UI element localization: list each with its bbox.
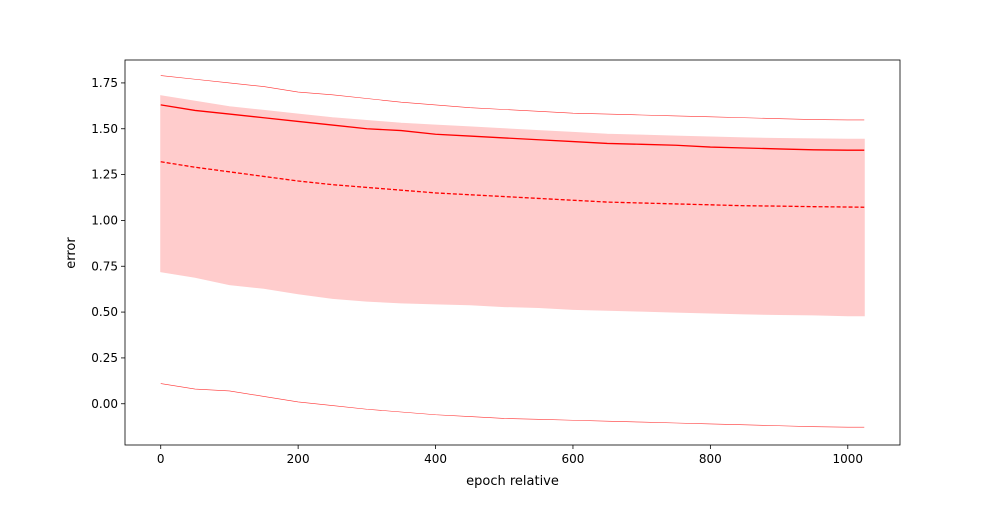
plot-area — [160, 75, 865, 428]
y-tick-label: 1.75 — [91, 76, 118, 90]
series-line-max — [160, 75, 865, 121]
x-tick-label: 1000 — [833, 452, 864, 466]
x-tick-label: 400 — [424, 452, 447, 466]
y-tick-label: 0.75 — [91, 259, 118, 273]
y-tick-label: 0.50 — [91, 305, 118, 319]
x-tick-label: 0 — [157, 452, 165, 466]
y-tick-label: 0.00 — [91, 397, 118, 411]
std-band — [160, 95, 865, 317]
y-axis-label: error — [64, 237, 79, 269]
series-line-mean — [160, 104, 865, 151]
plot-frame — [124, 59, 901, 446]
series-line-median — [160, 161, 865, 208]
y-tick-label: 1.25 — [91, 168, 118, 182]
y-tick-label: 0.25 — [91, 351, 118, 365]
axes: 0 200 400 600 800 1000 0.00 0.25 0.50 0.75 1.00 1.2… — [91, 59, 901, 466]
x-tick-label: 800 — [699, 452, 722, 466]
x-axis-label: epoch relative — [466, 474, 559, 489]
series-line-min — [160, 383, 865, 428]
y-tick-label: 1.50 — [91, 122, 118, 136]
x-tick-label: 200 — [287, 452, 310, 466]
y-tick-label: 1.00 — [91, 213, 118, 227]
x-tick-label: 600 — [562, 452, 585, 466]
